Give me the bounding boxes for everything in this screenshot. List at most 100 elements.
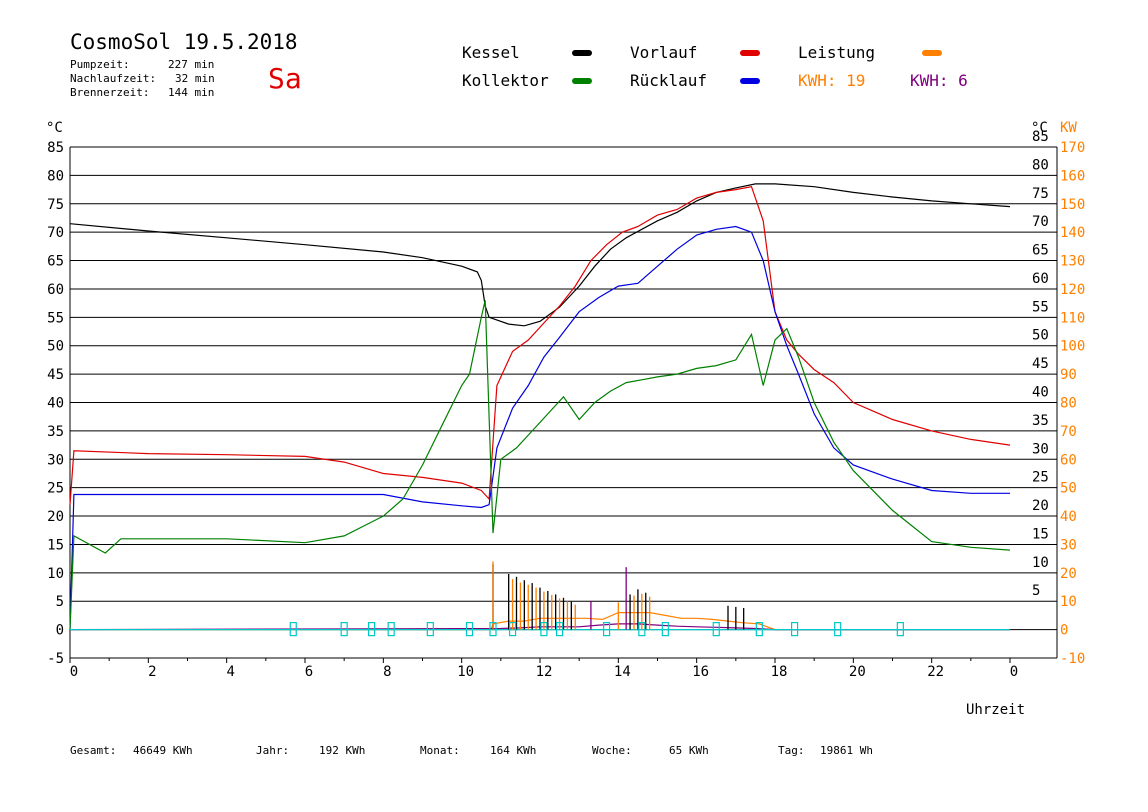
y-tick-left-14: 65 <box>47 254 64 270</box>
y-tick-left-16: 75 <box>47 197 64 213</box>
cyan-marker-14 <box>755 622 763 637</box>
series-line-3 <box>69 300 1011 630</box>
y-tick-left-8: 35 <box>47 424 64 440</box>
y-tick-left-9: 40 <box>47 396 64 412</box>
cyan-marker-9 <box>555 622 564 637</box>
cyan-marker-7 <box>508 622 517 637</box>
weekday-label: Sa <box>268 62 302 95</box>
y-tick-right-temp-2: 15 <box>1032 526 1049 542</box>
y-tick-right-temp-10: 55 <box>1032 299 1049 315</box>
y-tick-right-temp-16: 85 <box>1032 129 1049 145</box>
y-tick-left-17: 80 <box>47 168 64 184</box>
y-tick-right-power-9: 80 <box>1060 396 1077 412</box>
y-tick-right-temp-6: 35 <box>1032 413 1049 429</box>
footer-gesamt-value: 46649 KWh <box>133 744 193 757</box>
y-tick-left-12: 55 <box>47 310 64 326</box>
x-tick-8: 16 <box>692 664 709 680</box>
y-tick-right-temp-11: 60 <box>1032 271 1049 287</box>
x-tick-0: 0 <box>70 664 78 680</box>
chart-title: CosmoSol 19.5.2018 <box>70 30 298 54</box>
y-tick-right-power-3: 20 <box>1060 566 1077 582</box>
y-tick-left-5: 20 <box>47 509 64 525</box>
cyan-marker-12 <box>661 622 669 637</box>
x-tick-2: 4 <box>226 664 234 680</box>
cyan-marker-16 <box>834 622 842 637</box>
y-tick-right-power-1: 0 <box>1060 623 1068 639</box>
y-tick-right-temp-12: 65 <box>1032 243 1049 259</box>
legend-label-ruecklauf: Rücklauf <box>630 71 708 90</box>
cyan-marker-2 <box>367 622 376 637</box>
x-tick-7: 14 <box>614 664 631 680</box>
series-line-2 <box>69 225 1010 630</box>
legend-label-leistung: Leistung <box>798 43 876 62</box>
cyan-marker-4 <box>426 622 434 637</box>
cyan-marker-1 <box>340 622 348 637</box>
y-tick-right-power-10: 90 <box>1060 367 1077 383</box>
y-tick-left-15: 70 <box>47 225 64 241</box>
footer-gesamt-label: Gesamt: <box>70 744 117 757</box>
footer-monat-value: 164 KWh <box>490 744 537 757</box>
cyan-marker-5 <box>465 622 474 637</box>
y-tick-left-13: 60 <box>47 282 64 298</box>
y-axis-unit-left: °C <box>46 120 63 136</box>
footer-jahr-label: Jahr: <box>256 744 290 757</box>
stat-pumpzeit-value: 227 min <box>168 58 215 71</box>
y-tick-right-power-5: 40 <box>1060 509 1077 525</box>
y-tick-right-temp-1: 10 <box>1032 555 1049 571</box>
y-tick-right-power-0: -10 <box>1060 651 1085 667</box>
legend-swatch-kollektor <box>572 78 592 84</box>
x-tick-9: 18 <box>771 664 788 680</box>
y-tick-right-power-7: 60 <box>1060 452 1077 468</box>
y-tick-right-temp-15: 80 <box>1032 157 1049 173</box>
x-tick-6: 12 <box>536 664 553 680</box>
legend-swatch-leistung <box>922 50 942 56</box>
y-tick-right-temp-5: 30 <box>1032 441 1049 457</box>
cyan-marker-15 <box>790 622 799 637</box>
y-tick-right-power-17: 160 <box>1060 168 1085 184</box>
footer-tag-label: Tag: <box>778 744 805 757</box>
legend-kwh-2: KWH: 6 <box>910 71 968 90</box>
legend-kwh-1: KWH: 19 <box>798 71 866 90</box>
y-tick-right-power-14: 130 <box>1060 254 1085 270</box>
cyan-marker-8 <box>540 622 548 637</box>
y-tick-left-4: 15 <box>47 537 64 553</box>
y-tick-left-1: 0 <box>56 623 64 639</box>
footer-woche-value: 65 KWh <box>669 744 709 757</box>
y-tick-left-10: 45 <box>47 367 64 383</box>
y-tick-right-power-2: 10 <box>1060 594 1077 610</box>
y-axis-unit-right-temp: °C <box>1031 120 1048 136</box>
y-tick-right-temp-7: 40 <box>1032 385 1049 401</box>
legend-swatch-ruecklauf <box>740 78 760 84</box>
x-tick-12: 0 <box>1010 664 1018 680</box>
cyan-marker-13 <box>712 622 720 637</box>
stat-pumpzeit-label: Pumpzeit: <box>70 58 130 71</box>
y-tick-left-2: 5 <box>56 594 64 610</box>
cyan-marker-3 <box>387 622 395 637</box>
y-tick-left-11: 50 <box>47 339 64 355</box>
y-tick-right-temp-4: 25 <box>1032 470 1049 486</box>
y-tick-right-power-13: 120 <box>1060 282 1085 298</box>
x-tick-11: 22 <box>927 664 944 680</box>
y-tick-left-7: 30 <box>47 452 64 468</box>
legend-label-vorlauf: Vorlauf <box>630 43 698 62</box>
stat-nachlaufzeit-value: 32 min <box>175 72 215 85</box>
cyan-marker-0 <box>289 622 297 637</box>
y-tick-right-power-16: 150 <box>1060 197 1085 213</box>
y-tick-right-temp-14: 75 <box>1032 186 1049 202</box>
x-tick-3: 6 <box>305 664 313 680</box>
legend-label-kessel: Kessel <box>462 43 520 62</box>
footer-jahr-value: 192 KWh <box>319 744 366 757</box>
y-tick-right-temp-0: 5 <box>1032 583 1040 599</box>
footer-monat-label: Monat: <box>420 744 460 757</box>
y-tick-right-power-11: 100 <box>1060 339 1085 355</box>
y-tick-right-power-6: 50 <box>1060 481 1077 497</box>
x-tick-5: 10 <box>457 664 474 680</box>
y-tick-right-power-4: 30 <box>1060 537 1077 553</box>
y-tick-left-3: 10 <box>47 566 64 582</box>
y-tick-right-temp-8: 45 <box>1032 356 1049 372</box>
cyan-marker-17 <box>896 622 904 637</box>
y-tick-left-18: 85 <box>47 140 64 156</box>
y-axis-unit-right-power: KW <box>1060 120 1077 136</box>
